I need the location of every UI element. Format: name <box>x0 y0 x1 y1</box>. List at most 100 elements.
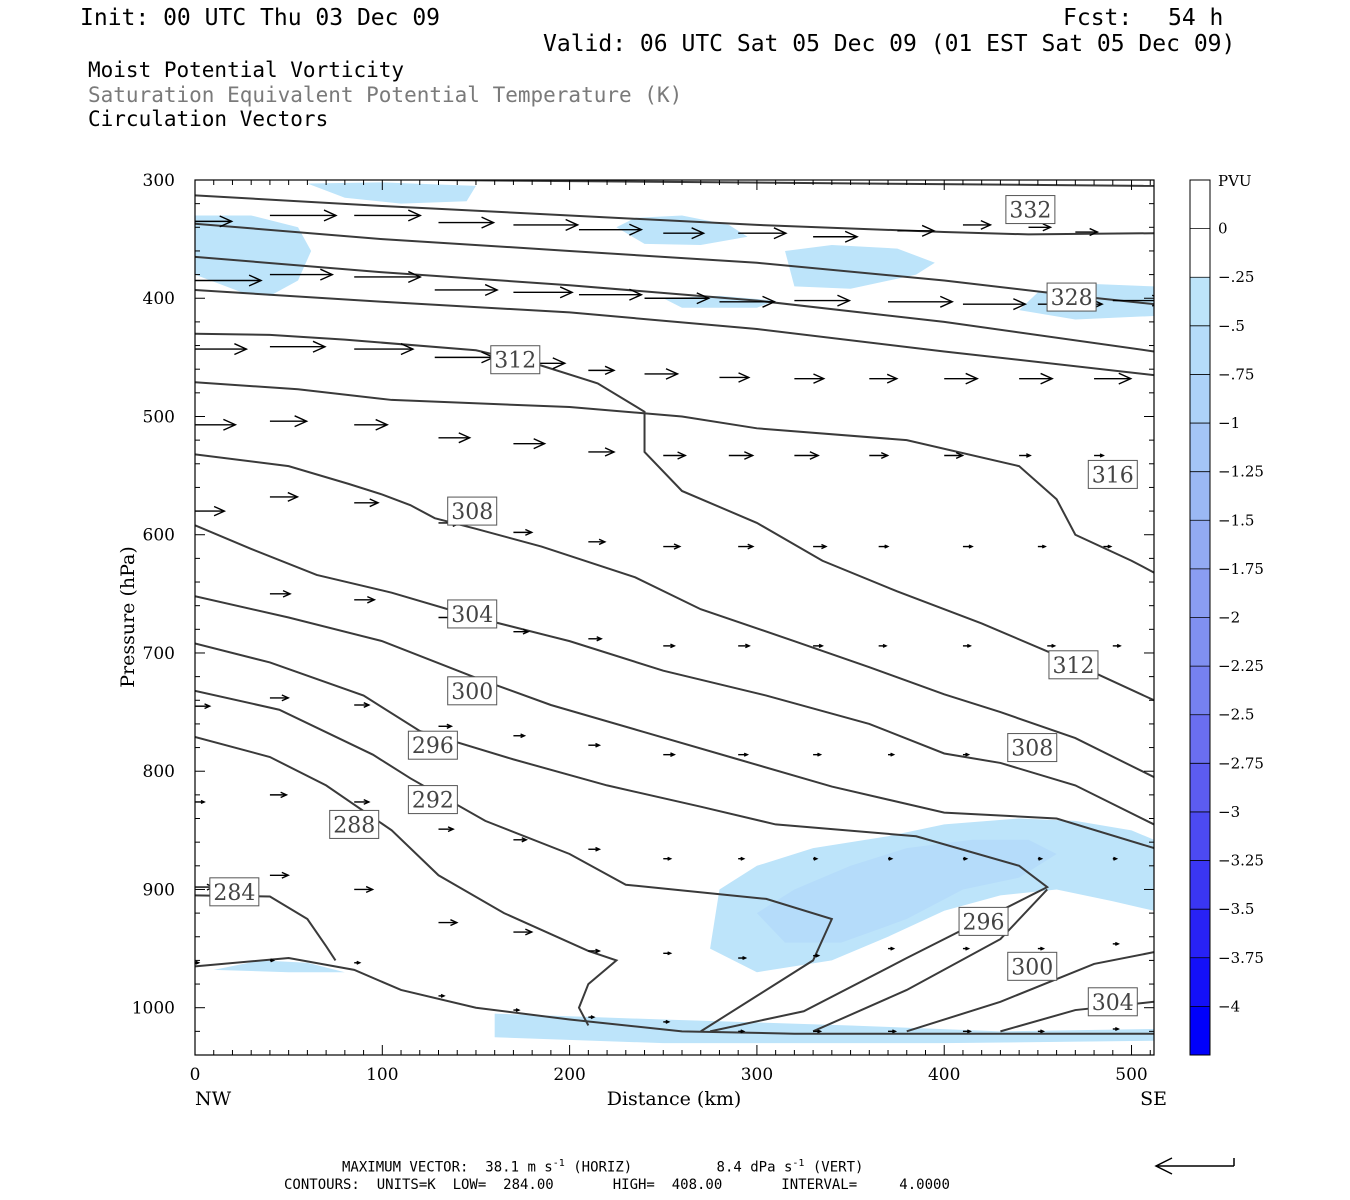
colorbar-swatch <box>1190 909 1210 959</box>
circulation-vector-head <box>520 733 527 739</box>
pv-shade-region <box>785 245 935 289</box>
colorbar-swatch <box>1190 423 1210 473</box>
colorbar-label: −3.5 <box>1218 900 1254 918</box>
circulation-vector-head <box>1051 643 1057 648</box>
contour-label: 332 <box>1009 199 1051 224</box>
contour-label: 296 <box>963 910 1005 935</box>
cross-section-chart: 0 100 200 300 400 500 300 400 500 600 700 800 900 100… <box>117 171 1264 1110</box>
x-tick-label: 500 <box>1115 1065 1147 1085</box>
colorbar-swatch <box>1190 325 1210 375</box>
circulation-vector-head <box>525 528 534 536</box>
theta-es-contour <box>438 180 1154 187</box>
contour-label-box <box>1005 195 1056 225</box>
circulation-vector-head <box>1040 946 1046 951</box>
theta-es-contour <box>195 689 834 1033</box>
max-vector-label: MAXIMUM VECTOR: <box>342 1159 469 1176</box>
circulation-vector-head <box>677 451 687 460</box>
colorbar-swatch <box>1190 957 1210 1007</box>
contour-label-box <box>209 877 260 907</box>
vert-max-value: 8.4 dPa s <box>716 1159 793 1176</box>
circulation-vector-head <box>281 694 290 702</box>
x-tick-label: 300 <box>741 1065 773 1085</box>
circulation-vector-head <box>219 215 234 228</box>
x-axis-right-label: SE <box>1140 1088 1167 1110</box>
contour-label: 304 <box>1092 991 1134 1016</box>
max-vector-line: MAXIMUM VECTOR: 38.1 m s-1 (HORIZ) 8.4 d… <box>342 1158 863 1176</box>
circulation-vector-head <box>884 544 890 549</box>
circulation-vector-head <box>1042 223 1053 232</box>
contour-label-box <box>1007 951 1058 981</box>
circulation-vector-head <box>604 365 616 376</box>
colorbar-swatch <box>1190 811 1210 862</box>
colorbar-label: −2.75 <box>1218 754 1264 772</box>
circulation-vector-head <box>967 643 972 648</box>
y-tick-label: 900 <box>143 880 175 900</box>
circulation-vector-head <box>813 373 826 384</box>
circulation-vector-head <box>595 948 602 954</box>
pv-colorbar: PVU 0 −.25 −.5 −.75 −1 −1.25 −1.5 −1.75 −2 −2.25 −2… <box>1189 172 1264 1056</box>
contour-label-box <box>1046 282 1097 312</box>
contour-label-box <box>1087 987 1138 1017</box>
contour-label-box <box>407 785 458 815</box>
circulation-vector-head <box>515 1008 521 1013</box>
colorbar-swatch <box>1190 568 1210 618</box>
pv-shade-region <box>213 960 345 973</box>
circulation-vector-head <box>939 295 954 308</box>
x-axis-left-label: NW <box>195 1088 232 1110</box>
circulation-vector-head <box>458 432 472 444</box>
y-tick-label: 600 <box>143 526 175 546</box>
init-time: Init: 00 UTC Thu 03 Dec 09 <box>80 5 441 31</box>
circulation-vector-head <box>598 538 607 546</box>
circulation-vector-head <box>837 294 852 307</box>
circulation-vector-head <box>1026 453 1032 458</box>
circulation-vector-head <box>1118 372 1133 385</box>
circulation-vector-layer <box>195 209 1154 1034</box>
y-tick-label: 500 <box>143 407 175 427</box>
x-tick-label: 200 <box>553 1065 585 1085</box>
colorbar-swatch <box>1190 520 1210 570</box>
circulation-vector-head <box>665 1019 671 1024</box>
colorbar-title: PVU <box>1218 172 1252 190</box>
circulation-vector-head <box>670 752 676 758</box>
circulation-vector-head <box>980 219 993 230</box>
forecast-label: Fcst: <box>1063 5 1133 31</box>
colorbar-label: −1 <box>1218 414 1240 432</box>
circulation-vector-head <box>1089 227 1100 237</box>
circulation-vector-head <box>665 368 680 380</box>
circulation-vector-head <box>965 752 971 757</box>
theta-es-contour <box>906 951 1154 1033</box>
circulation-vector-head <box>773 227 788 240</box>
circulation-vector-head <box>968 544 974 549</box>
contour-label: 292 <box>412 789 454 814</box>
circulation-vector-head <box>596 636 603 642</box>
circulation-vector-head <box>270 958 276 963</box>
circulation-vector-head <box>629 288 644 301</box>
colorbar-swatch <box>1190 617 1210 667</box>
theta-es-contour <box>195 642 1050 1033</box>
circulation-vector-head <box>809 451 820 460</box>
circulation-vector-head <box>955 451 965 460</box>
circulation-vector-head <box>552 357 567 370</box>
circulation-vector-head <box>521 837 528 843</box>
contour-label: 312 <box>494 349 536 374</box>
y-tick-label: 1000 <box>132 999 175 1019</box>
circulation-vector-head <box>1038 856 1044 861</box>
colorbar-label: −.75 <box>1218 365 1254 383</box>
plot-frame <box>194 179 1155 1056</box>
contour-label-box <box>1087 459 1138 489</box>
circulation-vector-head <box>287 491 300 502</box>
circulation-vector-head <box>817 752 823 757</box>
x-tick-label: 100 <box>366 1065 398 1085</box>
contour-label: 300 <box>1011 955 1053 980</box>
circulation-vector-head <box>888 856 894 861</box>
colorbar-label: −.25 <box>1218 268 1254 286</box>
circulation-vector-head <box>880 451 890 460</box>
y-tick-label: 400 <box>143 289 175 309</box>
circulation-vector-head <box>745 643 751 649</box>
contour-label-box <box>1048 650 1099 680</box>
circulation-vector-head <box>363 702 371 708</box>
circulation-vector-head <box>595 846 602 852</box>
circulation-vector-head <box>844 230 859 243</box>
circulation-vector-head <box>213 505 227 517</box>
circulation-vector-head <box>604 447 616 457</box>
